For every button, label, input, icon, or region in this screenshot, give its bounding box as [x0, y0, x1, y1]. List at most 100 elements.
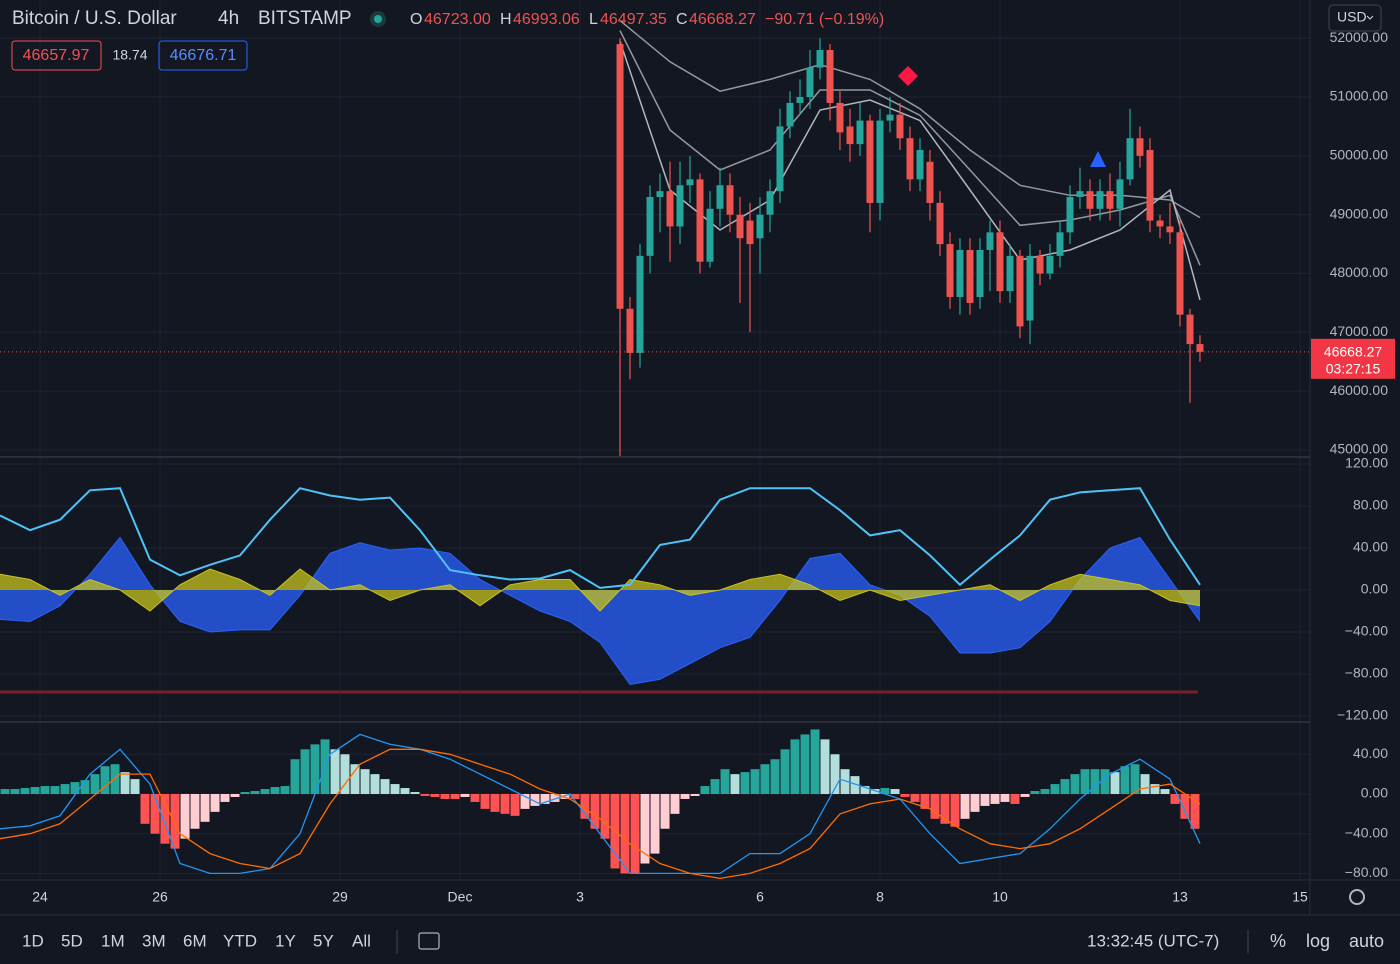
price-tag — [1311, 338, 1395, 379]
status-dot — [374, 15, 382, 23]
histogram-bar — [700, 786, 710, 794]
range-button[interactable]: 1D — [22, 931, 44, 950]
histogram-bar — [570, 793, 580, 799]
range-button[interactable]: YTD — [223, 931, 257, 950]
candle-body — [716, 185, 724, 209]
histogram-bar — [420, 793, 430, 796]
histogram-bar — [260, 789, 270, 794]
histogram-bar — [980, 793, 990, 806]
candle-body — [1176, 232, 1184, 315]
histogram-bar — [100, 766, 110, 794]
ask-box[interactable] — [158, 40, 248, 71]
range-button[interactable]: 1M — [101, 931, 125, 950]
signal-triangle — [1090, 151, 1106, 167]
candle-body — [846, 126, 854, 145]
histogram-bar — [370, 774, 380, 794]
currency-button[interactable] — [1328, 4, 1382, 32]
histogram-bar — [1000, 793, 1010, 802]
range-button[interactable]: All — [352, 931, 371, 950]
histogram-bar — [430, 793, 440, 797]
y-tick-label: 51000.00 — [1330, 88, 1389, 104]
histogram-bar — [150, 793, 160, 834]
histogram-bar — [960, 793, 970, 819]
histogram-bar — [400, 788, 410, 794]
ohlc-label: O — [410, 11, 422, 28]
histogram-bar — [740, 772, 750, 794]
candle-body — [636, 255, 644, 353]
histogram-bar — [970, 793, 980, 812]
histogram-bar — [130, 779, 140, 794]
candle-body — [1156, 220, 1164, 227]
candle-body — [666, 191, 674, 227]
histogram-bar — [870, 789, 880, 794]
price-tag-countdown: 03:27:15 — [1326, 361, 1381, 377]
histogram-bar — [0, 789, 10, 794]
range-button[interactable]: 5Y — [313, 931, 334, 950]
histogram-bar — [1070, 774, 1080, 794]
ohlc-label: C — [676, 11, 688, 28]
auto-toggle[interactable]: auto — [1349, 931, 1384, 951]
bid-box[interactable] — [11, 40, 102, 71]
overlay: 45000.00 46000.00 47000.00 48000.00 49000.00… — [22, 29, 1395, 950]
percent-toggle[interactable]: % — [1270, 931, 1286, 951]
candle-body — [976, 249, 984, 298]
candle-body — [1076, 191, 1084, 198]
histogram-bar — [650, 793, 660, 854]
bid: 46657.97 — [23, 47, 90, 64]
candle-body — [1106, 191, 1114, 209]
candle-body — [1166, 226, 1174, 233]
candle-body — [876, 120, 884, 203]
histogram-bar — [1150, 784, 1160, 794]
ohlc-label: H — [500, 11, 512, 28]
oscillator-line — [0, 487, 1201, 589]
ask: 46676.71 — [170, 47, 237, 64]
candle-body — [736, 214, 744, 239]
histogram-bar — [340, 754, 350, 794]
histogram-bar — [440, 793, 450, 799]
histogram-bar — [390, 784, 400, 794]
exchange: BITSTAMP — [258, 8, 352, 29]
ohlc-label: L — [589, 11, 598, 28]
histogram-bar — [620, 793, 630, 874]
y-tick-label: 45000.00 — [1330, 441, 1389, 457]
settings-icon[interactable] — [1349, 889, 1365, 905]
range-button[interactable]: 3M — [142, 931, 166, 950]
candle-body — [766, 191, 774, 215]
y-tick-label: 80.00 — [1353, 497, 1388, 513]
histogram-bar — [1160, 789, 1170, 794]
candle-body — [916, 149, 924, 180]
histogram-bar — [1110, 772, 1120, 794]
date-range-icon[interactable] — [418, 932, 440, 950]
histogram-bar — [120, 772, 130, 794]
y-tick-label: −80.00 — [1345, 864, 1388, 880]
histogram-bar — [500, 793, 510, 814]
histogram-bar — [490, 793, 500, 812]
histogram-bar — [1140, 774, 1150, 794]
candle-body — [646, 197, 654, 256]
spread: 18.74 — [112, 47, 147, 63]
x-tick-label: 6 — [756, 889, 764, 905]
candle-body — [866, 120, 874, 203]
candle-body — [1036, 255, 1044, 274]
histogram-bar — [1060, 779, 1070, 794]
histogram-bar — [680, 793, 690, 799]
y-tick-label: 46000.00 — [1330, 382, 1389, 398]
range-button[interactable]: 6M — [183, 931, 207, 950]
histogram-bar — [990, 793, 1000, 804]
range-button[interactable]: 5D — [61, 931, 83, 950]
histogram-bar — [530, 793, 540, 806]
histogram-bar — [1090, 769, 1100, 794]
interval[interactable]: 4h — [218, 8, 239, 29]
histogram-bar — [760, 764, 770, 794]
x-tick-label: 29 — [332, 889, 348, 905]
log-toggle[interactable]: log — [1306, 931, 1330, 951]
histogram-bar — [810, 729, 820, 794]
histogram-bar — [80, 780, 90, 794]
candle-body — [836, 102, 844, 133]
histogram-bar — [230, 793, 240, 797]
candle-body — [706, 208, 714, 262]
chevron — [1366, 15, 1374, 20]
range-button[interactable]: 1Y — [275, 931, 296, 950]
histogram-bar — [1170, 793, 1180, 804]
